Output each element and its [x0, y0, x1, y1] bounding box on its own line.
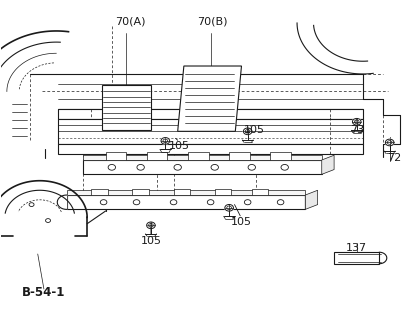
Polygon shape — [106, 152, 126, 160]
Text: 137: 137 — [346, 243, 367, 252]
Circle shape — [243, 128, 252, 135]
Text: 105: 105 — [140, 236, 161, 246]
Circle shape — [385, 139, 394, 146]
Circle shape — [211, 164, 218, 170]
Polygon shape — [66, 190, 305, 195]
Text: 70(A): 70(A) — [115, 16, 146, 27]
Polygon shape — [215, 189, 231, 195]
Polygon shape — [188, 152, 209, 160]
Text: 72: 72 — [387, 153, 401, 164]
Polygon shape — [229, 152, 250, 160]
Polygon shape — [305, 190, 318, 209]
Text: 70(B): 70(B) — [197, 16, 228, 27]
Text: 105: 105 — [169, 141, 190, 151]
Text: 73: 73 — [350, 125, 364, 135]
Polygon shape — [173, 189, 190, 195]
Polygon shape — [252, 189, 268, 195]
Polygon shape — [102, 85, 151, 130]
Polygon shape — [58, 109, 363, 119]
Circle shape — [133, 200, 140, 205]
Polygon shape — [83, 155, 322, 160]
Polygon shape — [57, 195, 66, 209]
Text: 105: 105 — [231, 217, 252, 227]
Circle shape — [161, 138, 170, 144]
Polygon shape — [58, 119, 363, 144]
Circle shape — [170, 200, 177, 205]
Circle shape — [100, 200, 107, 205]
Polygon shape — [83, 160, 322, 174]
Circle shape — [137, 164, 145, 170]
Circle shape — [244, 200, 251, 205]
Polygon shape — [66, 195, 305, 209]
Text: B-54-1: B-54-1 — [22, 286, 66, 299]
Polygon shape — [133, 189, 149, 195]
Circle shape — [147, 222, 155, 229]
Polygon shape — [147, 152, 167, 160]
Polygon shape — [270, 152, 291, 160]
Circle shape — [277, 200, 284, 205]
Polygon shape — [58, 144, 363, 154]
Circle shape — [352, 118, 361, 125]
Circle shape — [225, 204, 233, 211]
Polygon shape — [91, 189, 108, 195]
Polygon shape — [322, 155, 334, 174]
Text: 105: 105 — [243, 125, 264, 135]
Circle shape — [108, 164, 116, 170]
Circle shape — [207, 200, 214, 205]
Polygon shape — [178, 66, 242, 131]
Circle shape — [174, 164, 181, 170]
Circle shape — [248, 164, 256, 170]
Polygon shape — [334, 252, 380, 264]
Circle shape — [281, 164, 288, 170]
